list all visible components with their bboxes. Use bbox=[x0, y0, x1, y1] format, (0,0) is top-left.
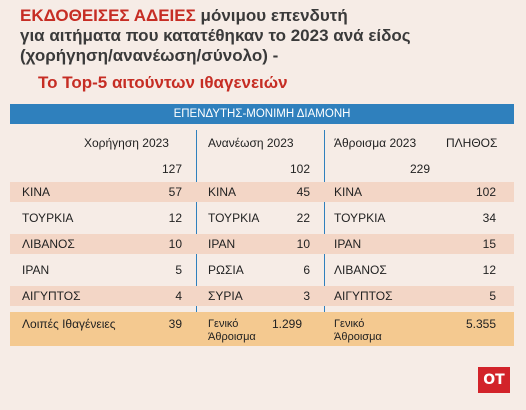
footer-other-label: Λοιπές Ιθαγένειες bbox=[22, 317, 116, 331]
title-line2: για αιτήματα που κατατέθηκαν το 2023 ανά… bbox=[20, 26, 411, 45]
row5-renewal-country: ΣΥΡΙΑ bbox=[208, 289, 243, 303]
row5-grant-value: 4 bbox=[175, 289, 182, 303]
row4-renewal-country: ΡΩΣΙΑ bbox=[208, 263, 244, 277]
row-band bbox=[10, 286, 514, 306]
row1-sum-value: 102 bbox=[475, 185, 496, 199]
row5-sum-value: 5 bbox=[489, 289, 496, 303]
column-header-count: ΠΛΗΘΟΣ bbox=[446, 136, 498, 150]
row3-grant-country: ΛΙΒΑΝΟΣ bbox=[22, 237, 75, 251]
row5-grant-country: ΑΙΓΥΠΤΟΣ bbox=[22, 289, 81, 303]
title-line1-rest: μόνιμου επενδυτή bbox=[195, 6, 348, 25]
column-header-sum: Άθροισμα 2023 bbox=[334, 136, 417, 150]
footer-sum-label-line2: Άθροισμα bbox=[334, 331, 382, 343]
footer-renewal-value: 1.299 bbox=[271, 317, 302, 331]
row4-sum-value: 12 bbox=[482, 263, 496, 277]
row1-grant-value: 57 bbox=[168, 185, 182, 199]
footer-band bbox=[10, 312, 514, 346]
row1-grant-country: ΚΙΝΑ bbox=[22, 185, 51, 199]
total-grant: 127 bbox=[161, 162, 182, 176]
page-title: ΕΚΔΟΘΕΙΣΕΣ ΑΔΕΙΕΣ μόνιμου επενδυτή για α… bbox=[20, 6, 520, 66]
footer-renewal-label: Γενικό Άθροισμα bbox=[208, 318, 256, 344]
ot-logo: ΟΤ bbox=[478, 367, 510, 393]
footer-sum-value: 5.355 bbox=[465, 317, 496, 331]
row3-sum-country: ΙΡΑΝ bbox=[334, 237, 362, 251]
data-table: Χορήγηση 2023 Ανανέωση 2023 Άθροισμα 202… bbox=[0, 124, 526, 346]
row-band bbox=[10, 182, 514, 202]
row2-grant-country: ΤΟΥΡΚΙΑ bbox=[22, 211, 74, 225]
row3-sum-value: 15 bbox=[482, 237, 496, 251]
row4-grant-value: 5 bbox=[175, 263, 182, 277]
row2-sum-country: ΤΟΥΡΚΙΑ bbox=[334, 211, 386, 225]
footer-sum-label-line1: Γενικό bbox=[334, 318, 365, 330]
row2-grant-value: 12 bbox=[168, 211, 182, 225]
row2-renewal-value: 22 bbox=[296, 211, 310, 225]
total-renewal: 102 bbox=[289, 162, 310, 176]
row-band bbox=[10, 234, 514, 254]
row2-renewal-country: ΤΟΥΡΚΙΑ bbox=[208, 211, 260, 225]
row5-renewal-value: 3 bbox=[303, 289, 310, 303]
footer-sum-label: Γενικό Άθροισμα bbox=[334, 318, 382, 344]
row3-renewal-country: ΙΡΑΝ bbox=[208, 237, 236, 251]
row1-renewal-country: ΚΙΝΑ bbox=[208, 185, 237, 199]
row5-sum-country: ΑΙΓΥΠΤΟΣ bbox=[334, 289, 393, 303]
footer-other-value: 39 bbox=[168, 317, 182, 331]
column-header-grant: Χορήγηση 2023 bbox=[84, 136, 169, 150]
title-highlight: ΕΚΔΟΘΕΙΣΕΣ ΑΔΕΙΕΣ bbox=[20, 6, 196, 25]
row3-grant-value: 10 bbox=[168, 237, 182, 251]
table-header-bar: ΕΠΕΝΔΥΤΗΣ-ΜΟΝΙΜΗ ΔΙΑΜΟΝΗ bbox=[10, 104, 514, 124]
page-subtitle: Το Top-5 αιτούντων ιθαγενειών bbox=[38, 73, 288, 92]
row1-sum-country: ΚΙΝΑ bbox=[334, 185, 363, 199]
total-sum: 229 bbox=[409, 162, 430, 176]
row2-sum-value: 34 bbox=[482, 211, 496, 225]
row1-renewal-value: 45 bbox=[296, 185, 310, 199]
footer-renewal-label-line1: Γενικό bbox=[208, 318, 239, 330]
column-header-renewal: Ανανέωση 2023 bbox=[208, 136, 294, 150]
row4-sum-country: ΛΙΒΑΝΟΣ bbox=[334, 263, 387, 277]
row4-renewal-value: 6 bbox=[303, 263, 310, 277]
row4-grant-country: ΙΡΑΝ bbox=[22, 263, 50, 277]
row3-renewal-value: 10 bbox=[296, 237, 310, 251]
title-line3: (χορήγηση/ανανέωση/σύνολο) - bbox=[20, 46, 279, 65]
footer-renewal-label-line2: Άθροισμα bbox=[208, 331, 256, 343]
